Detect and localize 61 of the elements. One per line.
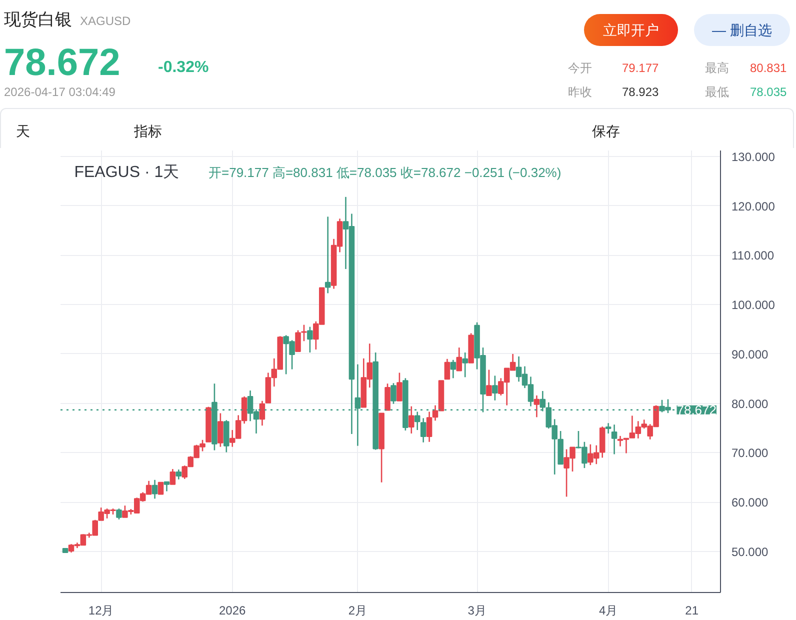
annotation: 开=79.177 高=80.831 低=78.035 收=78.672 −0.251 (−0.32%) — [208, 165, 562, 180]
text: 最高 — [705, 60, 729, 77]
x-tick-label: 2026 — [219, 604, 246, 618]
y-tick-label: 70.000 — [732, 446, 769, 460]
y-tick-label: 110.000 — [732, 248, 774, 263]
candlestick — [396, 372, 402, 402]
text: 今开 — [568, 60, 592, 77]
text: 78.035 — [750, 84, 787, 101]
y-tick-label: 120.000 — [732, 199, 776, 214]
y-tick-label: 50.000 — [732, 545, 769, 560]
candlestick — [152, 479, 158, 500]
candlestick — [420, 418, 426, 444]
candlestick — [176, 468, 182, 480]
x-tick-label: 2月 — [348, 604, 368, 618]
candlestick — [259, 400, 266, 426]
text: 指标 — [134, 122, 162, 141]
candlestick — [158, 482, 164, 495]
x-tick-label: 21 — [685, 604, 699, 618]
y-tick-label: 80.000 — [732, 396, 769, 411]
candlestick — [164, 481, 170, 492]
candlestick — [492, 375, 498, 402]
candlestick — [444, 358, 450, 380]
annotation: FEAGUS · 1天 — [74, 164, 180, 182]
text: 立即开户 — [584, 14, 678, 46]
candlestick — [456, 346, 462, 372]
candlestick — [384, 382, 390, 411]
y-tick-label: 90.000 — [732, 347, 769, 362]
text: 78.923 — [622, 84, 659, 101]
x-tick-label: 3月 — [468, 604, 486, 618]
candlestick — [462, 352, 468, 378]
chart-title: 现货白银 — [4, 9, 72, 31]
text: 最低 — [705, 84, 729, 101]
candlestick — [116, 508, 122, 520]
text: 2026-04-17 03:04:49 — [4, 84, 116, 101]
candlestick — [324, 216, 331, 294]
y-tick-label: 100.000 — [732, 298, 776, 312]
candlestick — [390, 382, 396, 404]
candlestick — [450, 359, 456, 379]
candlestick — [218, 412, 224, 448]
candlestick — [611, 424, 618, 455]
text: -0.32% — [158, 58, 209, 78]
text: 昨收 — [568, 84, 592, 101]
candlestick — [534, 394, 540, 418]
ref-line-label: 78.672 — [676, 402, 717, 418]
candlestick — [486, 369, 492, 396]
text: 保存 — [592, 122, 620, 141]
y-tick-label: 130.000 — [732, 150, 776, 164]
candlestick — [605, 422, 612, 434]
chart-subtitle: XAGUSD — [80, 13, 131, 30]
text: 79.177 — [622, 60, 659, 77]
text: — 删自选 — [694, 14, 790, 46]
y-tick-label: 60.000 — [732, 496, 769, 510]
candlestick — [408, 406, 414, 434]
text: 78.672 — [4, 42, 120, 84]
candlestick — [170, 468, 176, 485]
text: 80.831 — [750, 60, 787, 77]
x-tick-label: 4月 — [598, 604, 618, 618]
candlestick — [307, 326, 313, 354]
candlestick — [414, 411, 420, 431]
x-tick-label: 12月 — [88, 604, 114, 618]
text: 天 — [16, 122, 30, 141]
